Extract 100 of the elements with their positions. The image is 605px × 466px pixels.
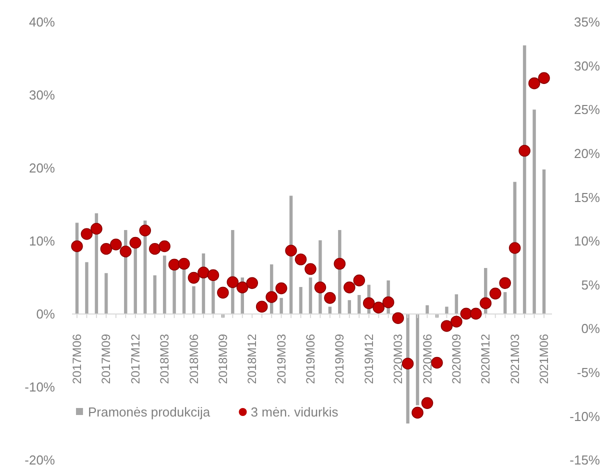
point	[344, 282, 356, 294]
y2-tick-label: -10%	[570, 408, 600, 424]
point	[236, 282, 248, 294]
y2-tick-label: 20%	[574, 146, 600, 161]
bar	[348, 300, 352, 314]
y2-tick-label: 15%	[574, 190, 600, 205]
x-tick-label: 2018M12	[245, 334, 260, 384]
x-tick-label: 2018M03	[158, 334, 172, 384]
point	[402, 358, 414, 370]
bar	[358, 295, 361, 314]
x-tick-label: 2019M03	[274, 334, 288, 384]
x-tick-label: 2020M12	[478, 334, 493, 384]
point	[353, 274, 366, 286]
point	[246, 277, 258, 289]
y-tick-label: 40%	[28, 14, 56, 30]
point	[217, 286, 229, 299]
x-tick-label: 2020M03	[391, 334, 406, 384]
bar	[416, 314, 420, 406]
point	[480, 297, 492, 310]
y2-tick-label: 0%	[581, 321, 600, 336]
y2-tick-label: -15%	[570, 452, 600, 466]
bar	[426, 305, 429, 314]
bar	[299, 286, 302, 314]
point	[314, 282, 326, 294]
bar	[162, 256, 166, 314]
point	[207, 269, 220, 282]
bar	[454, 294, 458, 314]
y2-tick-label: 10%	[574, 234, 600, 249]
x-tick-label: 2021M03	[508, 334, 522, 384]
y-tick-label: 20%	[28, 160, 56, 176]
bar	[153, 275, 156, 314]
bar	[542, 169, 546, 314]
point	[100, 242, 112, 255]
x-tick-label: 2020M09	[449, 334, 464, 384]
point	[285, 244, 297, 257]
bar	[328, 306, 332, 314]
bar	[445, 306, 448, 314]
point	[80, 228, 93, 240]
bar	[532, 110, 536, 314]
y-tick-label: 30%	[28, 88, 56, 103]
point	[158, 240, 170, 252]
y-tick-label: 10%	[28, 234, 56, 249]
point	[450, 316, 462, 328]
bar	[85, 262, 88, 314]
y2-tick-label: 30%	[574, 58, 600, 74]
point	[256, 300, 268, 313]
y2-tick-label: -5%	[576, 364, 600, 380]
point	[304, 263, 316, 275]
point	[226, 276, 239, 288]
x-tick-label: 2019M12	[362, 334, 376, 384]
point	[528, 77, 540, 90]
bar	[406, 314, 410, 424]
y2-tick-label: 35%	[574, 14, 600, 30]
point	[168, 258, 180, 271]
x-tick-label: 2018M06	[186, 334, 201, 384]
point	[129, 236, 142, 249]
bar	[212, 281, 215, 314]
bar	[182, 268, 186, 314]
point	[294, 253, 307, 266]
x-tick-label: 2019M06	[304, 334, 318, 384]
y2-tick-label: 5%	[581, 277, 600, 292]
point	[538, 72, 550, 84]
point	[499, 277, 511, 289]
y-tick-label: -20%	[24, 452, 56, 466]
point	[198, 266, 210, 278]
point	[421, 397, 434, 409]
point	[120, 246, 132, 258]
point	[489, 288, 502, 300]
point	[110, 238, 122, 250]
bar	[503, 292, 507, 314]
point	[372, 302, 385, 314]
point	[431, 356, 443, 369]
y2-tick-label: 25%	[574, 102, 600, 118]
y-tick-label: -10%	[24, 380, 56, 395]
bar	[513, 182, 516, 314]
point	[508, 242, 521, 254]
y-tick-label: 0%	[36, 306, 56, 322]
x-tick-label: 2017M12	[128, 334, 142, 384]
x-tick-label: 2021M06	[537, 334, 551, 384]
bar	[172, 270, 176, 314]
point	[324, 292, 336, 304]
point	[139, 224, 152, 236]
point	[275, 282, 288, 294]
point	[90, 222, 102, 235]
bar	[308, 278, 312, 314]
point	[334, 258, 346, 270]
bar	[280, 298, 283, 314]
bar	[192, 286, 196, 314]
point	[440, 320, 453, 332]
point	[392, 312, 404, 324]
x-tick-label: 2019M09	[332, 334, 347, 384]
bar	[134, 248, 137, 314]
legend-label: 3 mėn. vidurkis	[250, 404, 339, 420]
point	[412, 406, 424, 419]
point	[266, 291, 278, 303]
point	[460, 308, 472, 320]
point	[518, 144, 530, 157]
x-tick-label: 2018M09	[216, 334, 230, 384]
x-tick-label: 2020M06	[420, 334, 434, 384]
point	[188, 272, 200, 284]
